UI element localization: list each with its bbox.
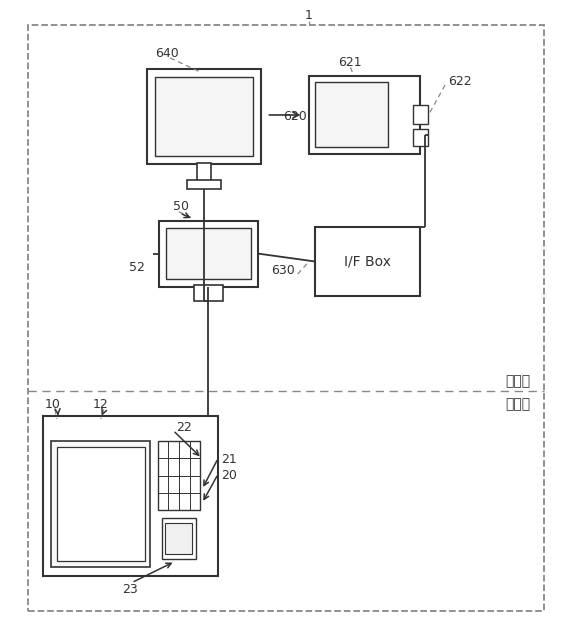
Text: 620: 620	[284, 110, 307, 123]
Bar	[413, 105, 428, 124]
Text: 後方席: 後方席	[505, 398, 530, 411]
Bar	[147, 69, 261, 164]
Bar	[413, 129, 428, 146]
Text: 640: 640	[155, 47, 179, 60]
Text: 1: 1	[305, 9, 313, 22]
Text: 12: 12	[93, 398, 109, 411]
Text: 621: 621	[338, 57, 362, 69]
Bar	[159, 220, 258, 287]
Text: 前方席: 前方席	[505, 374, 530, 388]
Bar	[315, 227, 420, 296]
Text: 23: 23	[122, 583, 138, 595]
Bar	[158, 441, 200, 510]
Text: 52: 52	[129, 261, 145, 274]
Text: I/F Box: I/F Box	[344, 255, 391, 268]
Bar	[165, 523, 192, 554]
Text: 630: 630	[271, 265, 295, 277]
Bar	[57, 447, 145, 561]
Text: 10: 10	[44, 398, 60, 411]
Bar	[43, 416, 218, 576]
Text: 20: 20	[221, 469, 237, 482]
Bar	[162, 518, 196, 559]
Text: 622: 622	[448, 76, 472, 88]
Bar	[309, 76, 420, 154]
Text: 21: 21	[221, 454, 237, 466]
Bar	[197, 163, 211, 181]
Bar	[166, 228, 251, 279]
Text: 22: 22	[176, 421, 192, 433]
Text: 50: 50	[173, 200, 189, 213]
Bar	[194, 285, 222, 301]
Bar	[187, 180, 221, 189]
Bar	[155, 77, 253, 156]
Bar	[315, 82, 388, 147]
Bar	[51, 441, 150, 567]
